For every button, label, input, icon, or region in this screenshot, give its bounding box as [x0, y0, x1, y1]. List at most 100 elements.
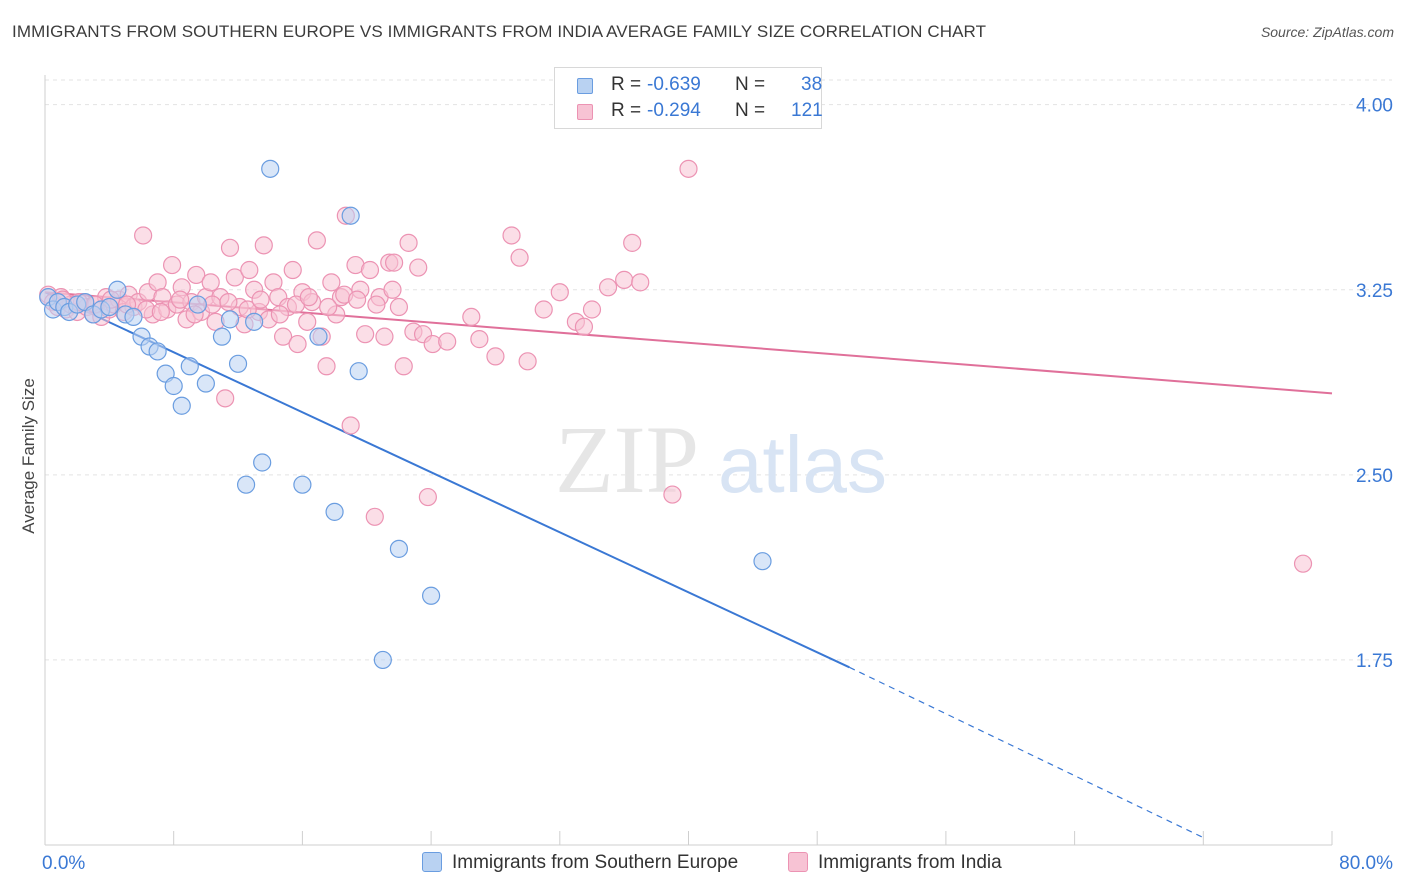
tick-labels: 1.75 2.50 3.25 4.00 0.0% 80.0% [42, 96, 1393, 874]
legend-n-value: 121 [791, 100, 823, 121]
point-pink [383, 280, 402, 299]
point-pink [389, 297, 409, 317]
point-blue [373, 650, 392, 670]
y-tick-label: 3.25 [1356, 281, 1393, 302]
point-pink [171, 290, 190, 309]
point-blue [220, 310, 240, 329]
point-pink [438, 332, 457, 351]
point-pink [322, 273, 341, 292]
point-blue [196, 374, 215, 393]
point-pink [399, 233, 418, 252]
point-blue [236, 475, 256, 494]
point-pink [299, 288, 318, 307]
point-blue [349, 362, 368, 381]
watermark: ZIP atlas [555, 406, 887, 513]
point-blue [108, 280, 127, 299]
legend-r-label: R = [611, 100, 642, 121]
point-pink [623, 233, 642, 252]
point-pink [470, 330, 489, 349]
point-pink [254, 236, 273, 255]
legend-n-value: 38 [801, 74, 823, 95]
point-pink [283, 260, 302, 280]
y-tick-label: 2.50 [1356, 466, 1393, 487]
point-pink [187, 265, 206, 285]
points [39, 159, 1313, 670]
y-axis-title: Average Family Size [19, 378, 38, 534]
point-pink [220, 238, 240, 257]
point-pink [367, 295, 386, 314]
point-pink [663, 485, 682, 504]
legend-swatch-blue [422, 852, 442, 872]
point-blue [293, 475, 312, 494]
trend-line-blue [44, 291, 850, 669]
point-pink [574, 317, 594, 336]
point-blue [100, 297, 119, 317]
point-pink [510, 248, 529, 267]
point-pink [356, 325, 375, 344]
legend-n-label: N = [735, 74, 766, 95]
point-pink [679, 159, 698, 178]
point-pink [219, 292, 238, 312]
point-pink [502, 226, 521, 245]
bottom-legend-item-southern-europe: Immigrants from Southern Europe [422, 852, 738, 878]
bottom-legend-item-india: Immigrants from India [788, 852, 1002, 878]
point-pink [317, 357, 336, 376]
y-tick-label: 4.00 [1356, 96, 1393, 117]
source-label: Source: ZipAtlas.com [1260, 24, 1394, 40]
axes [44, 75, 1333, 846]
point-blue [188, 295, 207, 314]
legend-r-value: -0.639 [647, 74, 701, 95]
point-pink [518, 352, 537, 371]
point-blue [228, 354, 248, 373]
grid [45, 79, 1392, 661]
point-pink [251, 290, 270, 309]
point-blue [325, 502, 344, 521]
legend-swatch-blue [577, 78, 593, 94]
point-pink [384, 253, 404, 272]
point-pink [240, 260, 259, 280]
legend-swatch-pink [577, 104, 593, 120]
point-blue [253, 453, 272, 472]
legend-r-value: -0.294 [647, 100, 701, 121]
trend-line-extension-blue [849, 666, 1204, 839]
point-pink [394, 357, 413, 376]
point-pink [216, 389, 235, 408]
point-pink [534, 300, 553, 319]
point-pink [270, 305, 289, 324]
legend-label: Immigrants from India [818, 852, 1002, 873]
point-blue [341, 206, 360, 225]
point-blue [422, 586, 441, 605]
point-pink [347, 290, 367, 309]
point-pink [550, 283, 569, 302]
point-blue [164, 376, 183, 396]
point-pink [201, 273, 220, 292]
point-pink [341, 416, 360, 435]
point-pink [319, 297, 338, 317]
point-blue [245, 312, 264, 331]
point-pink [134, 226, 153, 245]
chart-title: IMMIGRANTS FROM SOUTHERN EUROPE VS IMMIG… [12, 22, 987, 41]
y-tick-label: 1.75 [1356, 651, 1393, 672]
point-pink [582, 300, 602, 319]
point-pink [365, 507, 384, 526]
point-pink [288, 334, 307, 354]
point-blue [261, 159, 280, 178]
point-pink [307, 231, 326, 250]
correlation-legend: R = -0.639 N = 38 R = -0.294 N = 121 [554, 67, 823, 129]
legend-r-label: R = [611, 74, 642, 95]
point-pink [598, 278, 618, 297]
point-pink [615, 270, 634, 289]
watermark-atlas: atlas [718, 420, 887, 509]
point-pink [1293, 554, 1313, 573]
point-pink [486, 347, 505, 366]
point-blue [172, 396, 191, 415]
point-blue [124, 307, 143, 327]
point-pink [298, 312, 317, 331]
point-blue [753, 552, 772, 571]
point-pink [631, 273, 650, 292]
point-pink [409, 258, 428, 277]
point-pink [375, 327, 394, 346]
point-blue [309, 327, 328, 346]
x-tick-label: 80.0% [1339, 853, 1393, 874]
